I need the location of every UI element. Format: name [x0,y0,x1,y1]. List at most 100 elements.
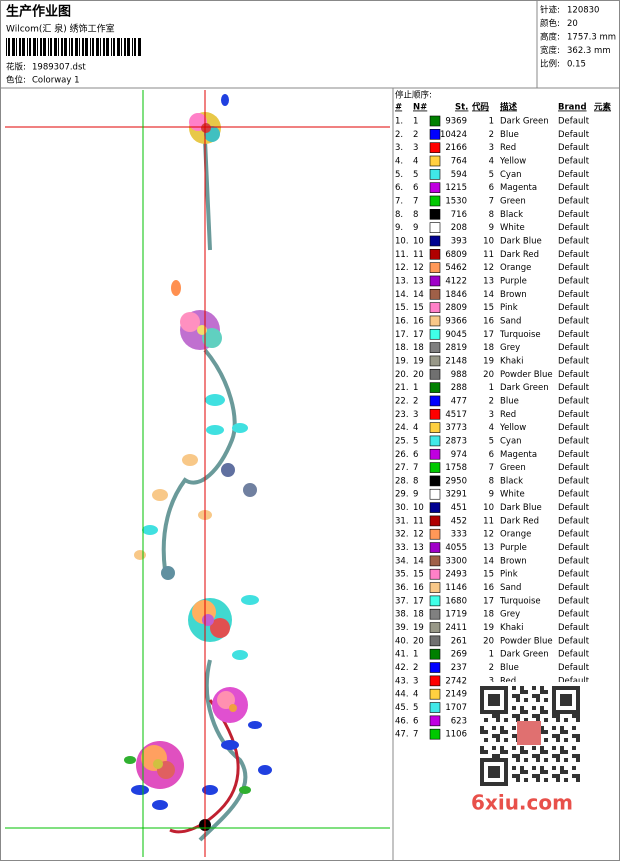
row-index: 16. [395,316,409,326]
qr-cell [488,774,492,778]
stitches: 3300 [445,556,467,566]
qr-cell [480,694,484,698]
brand: Default [558,410,590,420]
bar [103,38,105,56]
description: Blue [500,130,519,140]
qr-cell [576,710,580,714]
brand: Default [558,596,590,606]
row-index: 28. [395,476,409,486]
qr-cell [568,702,572,706]
stitches: 1758 [445,463,467,473]
stitches: 1680 [445,596,467,606]
qr-cell [524,770,528,774]
info-label: 宽度: [540,45,560,56]
qr-cell [540,710,544,714]
qr-cell [552,766,556,770]
color-swatch [429,422,441,433]
brand: Default [558,610,590,620]
description: Yellow [499,423,526,433]
needle: 12 [413,530,424,540]
qr-cell [492,726,496,730]
bar [132,38,133,56]
qr-cell [564,758,568,762]
color-swatch [429,622,441,633]
brand: Default [558,650,590,660]
description: Blue [500,396,519,406]
row-index: 44. [395,690,409,700]
bar [50,38,52,56]
code: 17 [483,330,494,340]
qr-cell [480,710,484,714]
qr-cell [504,706,508,710]
qr-cell [492,766,496,770]
barcode [6,38,141,56]
qr-cell [520,686,524,690]
row-index: 1. [395,117,403,127]
qr-cell [572,686,576,690]
code: 7 [489,463,494,473]
qr-cell [500,746,504,750]
qr-cell [544,750,548,754]
qr-cell [488,782,492,786]
column-header: Brand [558,103,587,113]
brand: Default [558,170,590,180]
bar [8,38,10,56]
stitches: 1146 [445,583,467,593]
qr-cell [480,762,484,766]
stitches: 2411 [445,623,467,633]
qr-cell [512,766,516,770]
brand: Default [558,263,590,273]
qr-cell [504,770,508,774]
qr-cell [516,758,520,762]
info-label: 高度: [540,32,560,43]
design-area [5,90,390,857]
needle: 2 [413,396,418,406]
color-swatch [429,662,441,673]
qr-cell [540,690,544,694]
qr-cell [524,750,528,754]
description: Red [500,676,516,686]
needle: 16 [413,316,424,326]
needle: 4 [413,156,418,166]
qr-cell [520,746,524,750]
qr-cell [540,770,544,774]
stitches: 4122 [445,276,467,286]
brand: Default [558,583,590,593]
needle: 13 [413,276,424,286]
qr-cell [560,686,564,690]
color-swatch [429,635,441,647]
qr-cell [480,746,484,750]
needle: 4 [413,423,418,433]
qr-cell [576,714,580,718]
qr-cell [544,690,548,694]
row-index: 15. [395,303,409,313]
colorway: Colorway 1 [32,76,80,86]
brand: Default [558,556,590,566]
qr-cell [576,690,580,694]
color-swatch [429,195,441,207]
qr-cell [484,738,488,742]
bar [12,38,15,56]
qr-cell [480,686,484,690]
row-index: 34. [395,556,409,566]
qr-cell [496,718,500,722]
qr-cell [560,766,564,770]
code: 14 [483,556,494,566]
description: Turquoise [499,330,541,340]
qr-cell [504,690,508,694]
bar [27,38,28,56]
qr-cell [504,686,508,690]
bar [117,38,120,56]
qr-cell [576,738,580,742]
needle: 20 [413,636,424,646]
description: Powder Blue [500,636,553,646]
qr-cell [576,734,580,738]
row-index: 38. [395,610,409,620]
qr-code [474,682,592,786]
qr-cell [516,718,520,722]
qr-cell [568,710,572,714]
stitches: 2149 [445,690,467,700]
description: Cyan [500,436,522,446]
qr-cell [492,694,496,698]
qr-cell [512,734,516,738]
